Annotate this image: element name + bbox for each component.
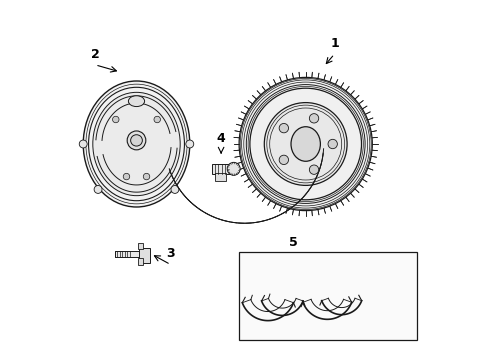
Circle shape [264,103,346,185]
Bar [138,258,142,265]
Circle shape [123,173,129,180]
Ellipse shape [93,93,180,196]
Ellipse shape [171,185,179,193]
Bar [115,251,141,257]
Ellipse shape [127,131,145,150]
Text: 5: 5 [288,237,297,249]
Ellipse shape [290,127,320,161]
Text: 2: 2 [91,48,99,60]
Circle shape [309,165,318,174]
Ellipse shape [128,96,144,107]
Bar [214,173,225,181]
Circle shape [154,116,160,123]
Text: 4: 4 [216,132,225,145]
Circle shape [239,77,371,211]
Circle shape [309,114,318,123]
Circle shape [327,139,337,149]
Text: 3: 3 [166,247,175,260]
Bar [138,243,142,249]
Bar [239,252,416,340]
Text: 1: 1 [329,37,338,50]
Ellipse shape [94,185,102,193]
Bar [212,164,230,174]
Circle shape [112,116,119,123]
Circle shape [279,123,288,133]
Circle shape [227,162,240,175]
Ellipse shape [185,140,193,148]
Ellipse shape [130,135,142,146]
Bar [139,248,149,263]
Circle shape [143,173,149,180]
Ellipse shape [83,81,189,207]
Circle shape [279,155,288,165]
Ellipse shape [79,140,87,148]
